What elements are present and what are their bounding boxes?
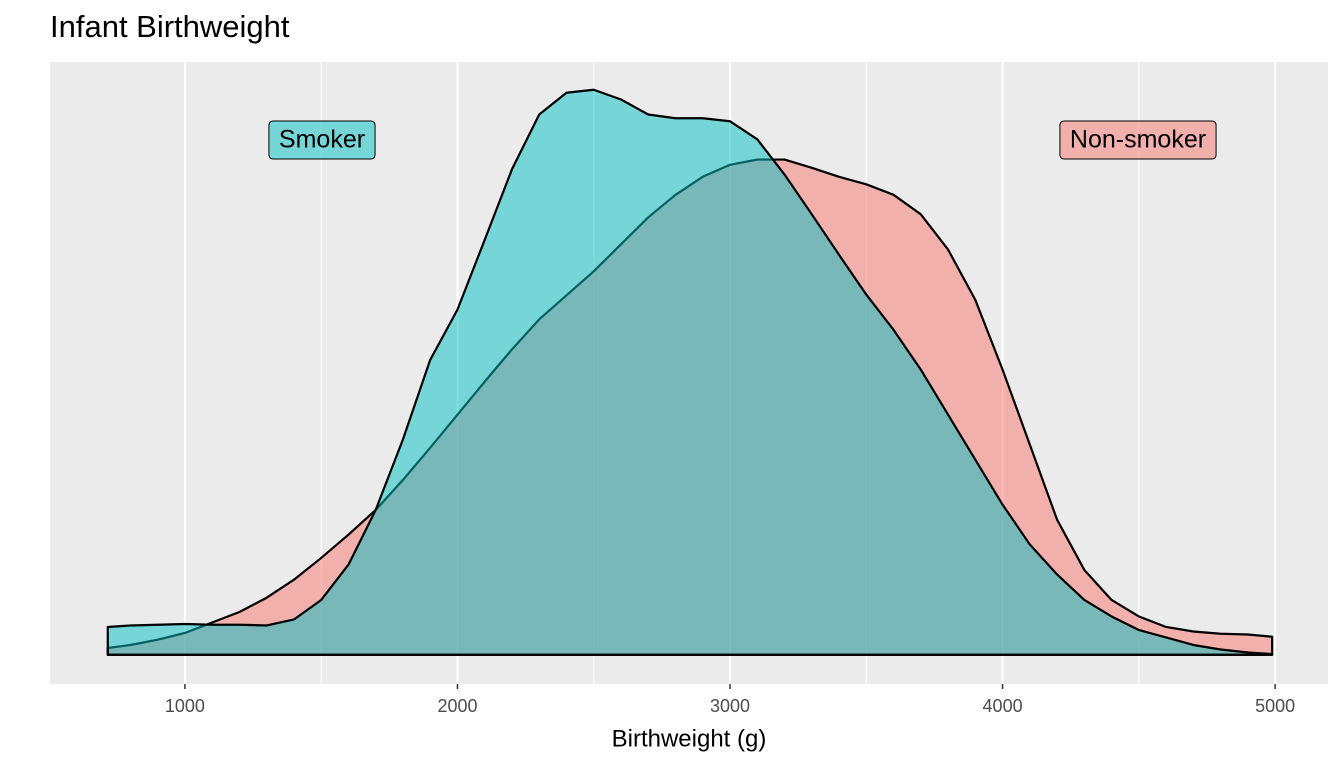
- series-label: Smoker: [268, 120, 376, 160]
- x-tick-label: 2000: [437, 696, 477, 716]
- series-label-box: [1059, 120, 1217, 160]
- series-label-box: [268, 120, 376, 160]
- series-label-text: Non-smoker: [1070, 126, 1206, 154]
- series-label: Non-smoker: [1059, 120, 1217, 160]
- density-area: [106, 88, 1274, 656]
- chart-title: Infant Birthweight: [50, 9, 290, 44]
- x-tick-label: 5000: [1255, 696, 1295, 716]
- x-tick-label: 4000: [983, 696, 1023, 716]
- x-tick-label: 1000: [165, 696, 205, 716]
- x-tick-label: 3000: [710, 696, 750, 716]
- series-label-text: Smoker: [279, 126, 365, 154]
- x-axis-label: Birthweight (g): [612, 725, 767, 752]
